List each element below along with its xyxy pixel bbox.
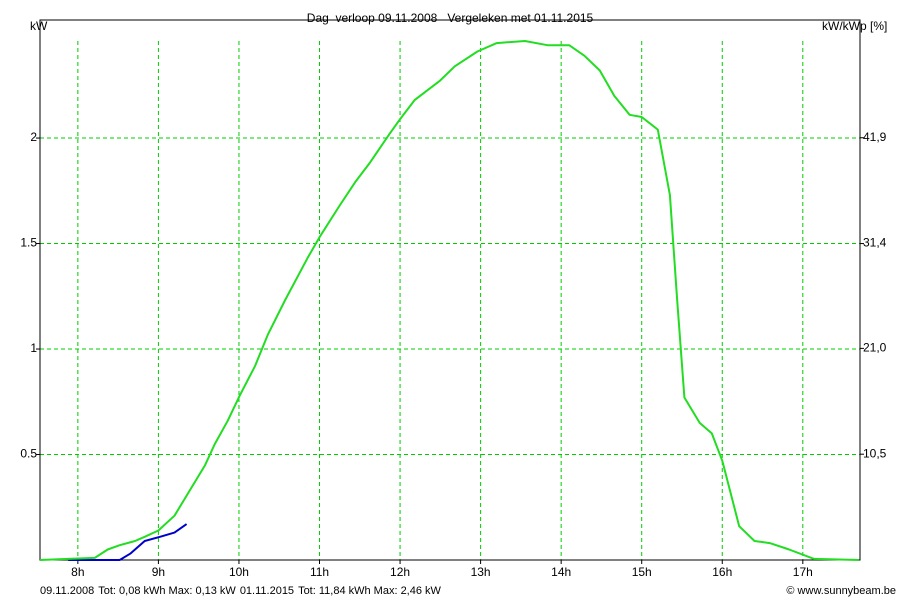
y2-axis-label: kW/kWp [%]	[822, 19, 887, 33]
legend-summary: Tot: 0,08 kWh Max: 0,13 kW	[98, 585, 236, 597]
legend-name: 09.11.2008	[40, 585, 94, 597]
legend-name: 01.11.2015	[240, 585, 294, 597]
x-tick-label: 15h	[632, 565, 652, 579]
y2-tick-label: 31,4	[863, 236, 887, 250]
x-tick-label: 16h	[712, 565, 732, 579]
series-line	[68, 523, 188, 561]
credit: © www.sunnybeam.be	[786, 585, 896, 597]
x-tick-label: 9h	[152, 565, 165, 579]
plot-frame	[39, 19, 861, 561]
y2-tick-label: 10,5	[863, 446, 887, 460]
legend-summary: Tot: 11,84 kWh Max: 2,46 kW	[298, 585, 441, 597]
chart-title: Dag verloop 09.11.2008 Vergeleken met 01…	[307, 11, 594, 25]
x-tick-label: 8h	[71, 565, 84, 579]
x-tick-label: 11h	[310, 565, 329, 579]
y2-tick-label: 21,0	[863, 341, 887, 355]
y2-tick-label: 41,9	[863, 130, 887, 144]
y-axis-label: kW	[30, 19, 48, 33]
y-tick-label: 1.5	[20, 236, 37, 250]
y-tick-label: 2	[30, 130, 37, 144]
x-tick-label: 14h	[551, 565, 571, 579]
y-tick-label: 1	[30, 341, 37, 355]
series-line	[39, 40, 860, 561]
x-tick-label: 17h	[793, 565, 813, 579]
x-tick-label: 12h	[390, 565, 410, 579]
y-tick-label: 0.5	[20, 447, 37, 461]
x-tick-label: 10h	[229, 565, 249, 579]
x-tick-label: 13h	[471, 565, 491, 579]
